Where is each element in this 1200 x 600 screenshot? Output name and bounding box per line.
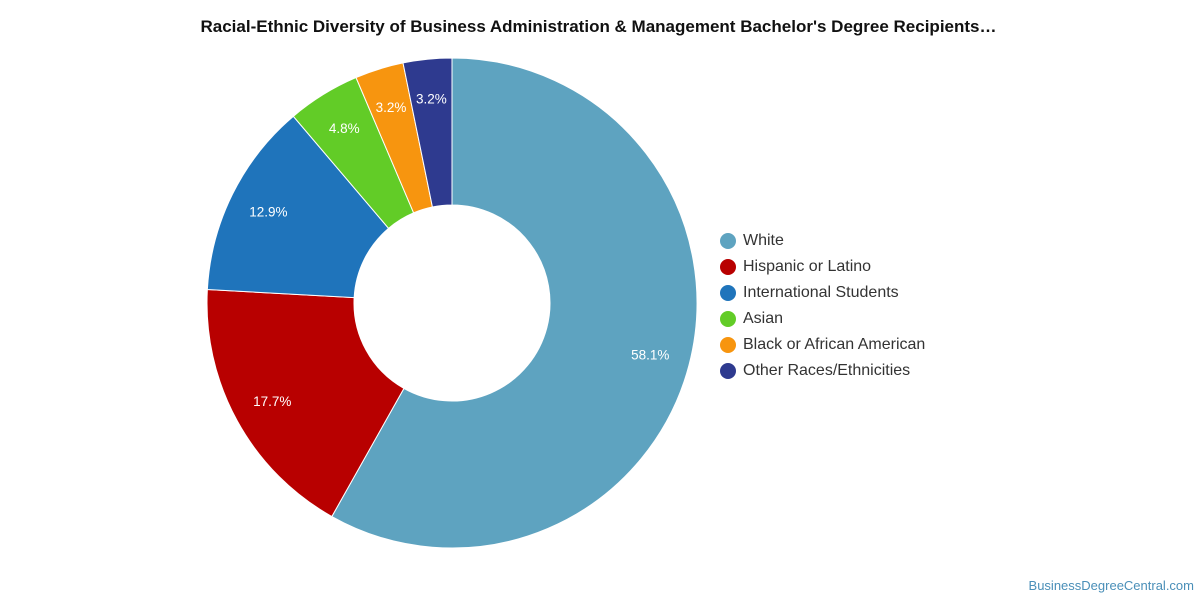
slice-hispanic-or-latino[interactable]: [206, 288, 405, 518]
slice-other-races-ethnicities[interactable]: [402, 57, 453, 208]
legend-swatch-icon: [720, 311, 736, 327]
legend-item[interactable]: Asian: [720, 306, 925, 332]
legend-label: Hispanic or Latino: [743, 258, 872, 275]
slice-value-label: 17.7%: [253, 394, 291, 409]
legend-swatch-icon: [720, 233, 736, 249]
slice-value-label: 4.8%: [329, 121, 360, 136]
slice-value-label: 12.9%: [249, 204, 287, 219]
legend-label: White: [743, 232, 784, 249]
legend-swatch-icon: [720, 337, 736, 353]
legend-swatch-icon: [720, 363, 736, 379]
legend-item[interactable]: Hispanic or Latino: [720, 254, 925, 280]
legend-item[interactable]: Black or African American: [720, 332, 925, 358]
legend-item[interactable]: White: [720, 228, 925, 254]
legend-label: Black or African American: [743, 336, 926, 353]
legend-label: Asian: [743, 310, 784, 327]
slice-white[interactable]: [331, 57, 698, 549]
legend-label: International Students: [743, 284, 899, 301]
legend-item[interactable]: Other Races/Ethnicities: [720, 358, 925, 384]
source-credit-link[interactable]: BusinessDegreeCentral.com: [1028, 578, 1194, 593]
legend-swatch-icon: [720, 285, 736, 301]
slice-international-students[interactable]: [206, 115, 390, 299]
legend-item[interactable]: International Students: [720, 280, 925, 306]
slices-group: [206, 57, 698, 549]
slice-labels-group: 58.1% 17.7% 12.9% 4.8% 3.2% 3.2%: [249, 92, 669, 410]
legend-swatch-icon: [720, 259, 736, 275]
slice-value-label: 3.2%: [376, 100, 407, 115]
slice-value-label: 58.1%: [631, 347, 669, 362]
chart-title: Racial-Ethnic Diversity of Business Admi…: [200, 17, 997, 36]
legend: White Hispanic or Latino International Stu…: [720, 228, 925, 384]
slice-value-label: 3.2%: [416, 92, 447, 107]
legend-label: Other Races/Ethnicities: [743, 362, 911, 379]
